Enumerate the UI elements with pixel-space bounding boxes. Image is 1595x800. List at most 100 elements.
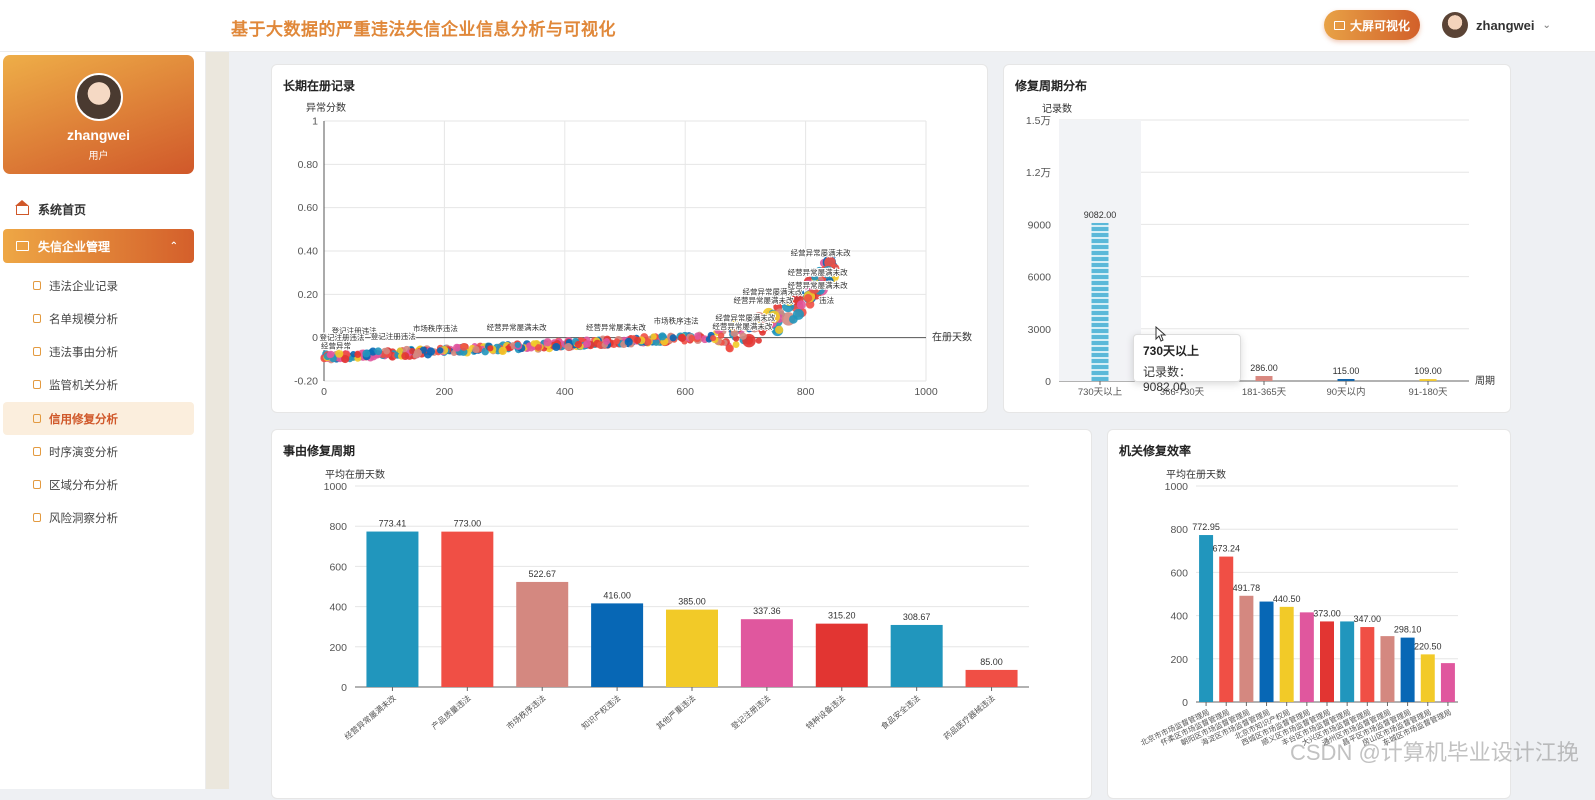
sidebar-item-label: 监管机关分析 [49, 379, 118, 392]
y-tick-label: 1.5万 [1026, 115, 1051, 127]
scatter-point [725, 344, 734, 353]
point-label: 市场秩序违法 [654, 316, 699, 326]
y-tick-label: 600 [329, 561, 347, 573]
y-tick-label: 0.60 [298, 202, 319, 214]
data-label: 220.50 [1414, 641, 1442, 651]
refresh-icon [33, 414, 41, 423]
user-icon [33, 380, 41, 389]
data-label: 115.00 [1333, 366, 1360, 376]
x-tick-label: 1000 [914, 386, 938, 398]
data-label: 522.67 [528, 569, 556, 579]
avatar [1442, 12, 1468, 38]
scatter-point [775, 325, 784, 334]
scatter-point [335, 349, 344, 358]
x-tick-label: 800 [797, 386, 815, 398]
bar [1299, 612, 1314, 702]
scatter-point [450, 349, 458, 357]
bar-chart: 02004006008001000平均在册天数772.95北京市市场监督管理局6… [1139, 468, 1458, 748]
chart-icon [33, 314, 41, 323]
scatter-point [688, 334, 696, 342]
y-tick-label: 0 [312, 332, 318, 344]
bar [1400, 637, 1415, 702]
point-label: 登记注册违法 [320, 332, 365, 342]
y-tick-label: 0 [1182, 697, 1188, 709]
bar [1419, 379, 1437, 381]
bar [1219, 556, 1234, 702]
panel-title: 修复周期分布 [1015, 79, 1088, 93]
sidebar-item-label: 名单规模分析 [49, 313, 118, 326]
scatter-point [714, 327, 722, 334]
y-axis-title: 异常分数 [306, 101, 346, 114]
scatter-point [730, 319, 739, 328]
bar [1239, 595, 1254, 702]
bar [366, 531, 419, 687]
data-label: 673.24 [1212, 544, 1240, 554]
x-axis-title: 周期 [1475, 375, 1495, 387]
sidebar-item-region[interactable]: 区域分布分析 [3, 468, 194, 501]
sidebar-item-violation-reason[interactable]: 违法事由分析 [3, 335, 194, 368]
sidebar-item-list-scale[interactable]: 名单规模分析 [3, 302, 194, 335]
scatter-point [742, 317, 750, 324]
scatter-point [792, 308, 804, 320]
sidebar-item-risk[interactable]: 风险洞察分析 [3, 501, 194, 534]
point-label: 经营异常屡满未改 [733, 295, 793, 305]
y-axis-title: 记录数 [1042, 102, 1072, 115]
watermark: CSDN @计算机毕业设计江挽 [1290, 740, 1579, 765]
bar [1320, 621, 1334, 702]
presentation-icon [16, 241, 29, 251]
bar [516, 581, 569, 687]
scatter-point [583, 339, 592, 348]
x-tick-label: 181-365天 [1242, 387, 1287, 398]
info-icon [33, 347, 41, 356]
scatter-point [693, 332, 702, 340]
data-label: 385.00 [678, 597, 706, 607]
data-label: 109.00 [1414, 366, 1442, 376]
scatter-point [534, 344, 542, 352]
scatter-point [754, 319, 763, 328]
user-menu[interactable]: zhangwei ⌄ [1442, 12, 1551, 38]
scatter-point [624, 337, 633, 346]
sidebar-item-timeline[interactable]: 时序演变分析 [3, 435, 194, 468]
sidebar-item-credit-repair[interactable]: 信用修复分析 [3, 402, 194, 435]
point-label: 市场秩序违法 [413, 323, 458, 333]
x-tick-label: 经营异常屡满未改 [342, 693, 397, 742]
panel-long-term-records: 长期在册记录 0 200 400 600 800 1000 -0.20 0 0.20 0.40 0.… [271, 64, 988, 413]
point-label: 经营异常屡满未改 [712, 321, 772, 331]
scatter-point [426, 347, 436, 356]
sidebar-item-violation-records[interactable]: 违法企业记录 [3, 269, 194, 302]
panel-authority-efficiency: 机关修复效率 0 200 400 600 800 1000 平均在册天数 772.95 北京市市… [1107, 429, 1511, 799]
scatter-point [710, 335, 717, 342]
y-tick-label: 0.80 [298, 159, 319, 171]
x-tick-label: 知识产权违法 [579, 693, 622, 732]
panel-title: 长期在册记录 [283, 79, 356, 93]
bigscreen-button[interactable]: 大屏可视化 [1324, 10, 1420, 40]
data-label: 491.78 [1233, 583, 1261, 593]
scatter-point [652, 338, 660, 346]
scatter-point [818, 279, 825, 287]
top-bar: 基于大数据的严重违法失信企业信息分析与可视化 大屏可视化 zhangwei ⌄ [0, 0, 1595, 52]
bar [591, 603, 644, 687]
scatter-point [383, 347, 390, 355]
y-axis-title: 平均在册天数 [325, 468, 385, 481]
risk-icon [33, 513, 41, 522]
bar [965, 669, 1018, 687]
scatter-point [487, 345, 494, 352]
menu-home[interactable]: 系统首页 [3, 192, 194, 226]
menu-group-credit[interactable]: 失信企业管理 ⌃ [3, 229, 194, 263]
scatter-point [613, 338, 620, 345]
y-tick-label: 400 [1170, 611, 1188, 623]
tooltip-title: 730天以上 [1143, 344, 1200, 358]
bar [441, 531, 494, 687]
y-tick-label: 0.20 [298, 289, 319, 301]
scatter-point [755, 337, 762, 344]
data-label: 298.10 [1394, 625, 1422, 635]
bar [1380, 636, 1395, 702]
data-label: 773.00 [454, 519, 482, 529]
scatter-point [821, 266, 835, 279]
location-icon [33, 480, 41, 489]
scatter-point [543, 338, 552, 347]
bar [1340, 621, 1355, 702]
sidebar-item-authority[interactable]: 监管机关分析 [3, 368, 194, 401]
